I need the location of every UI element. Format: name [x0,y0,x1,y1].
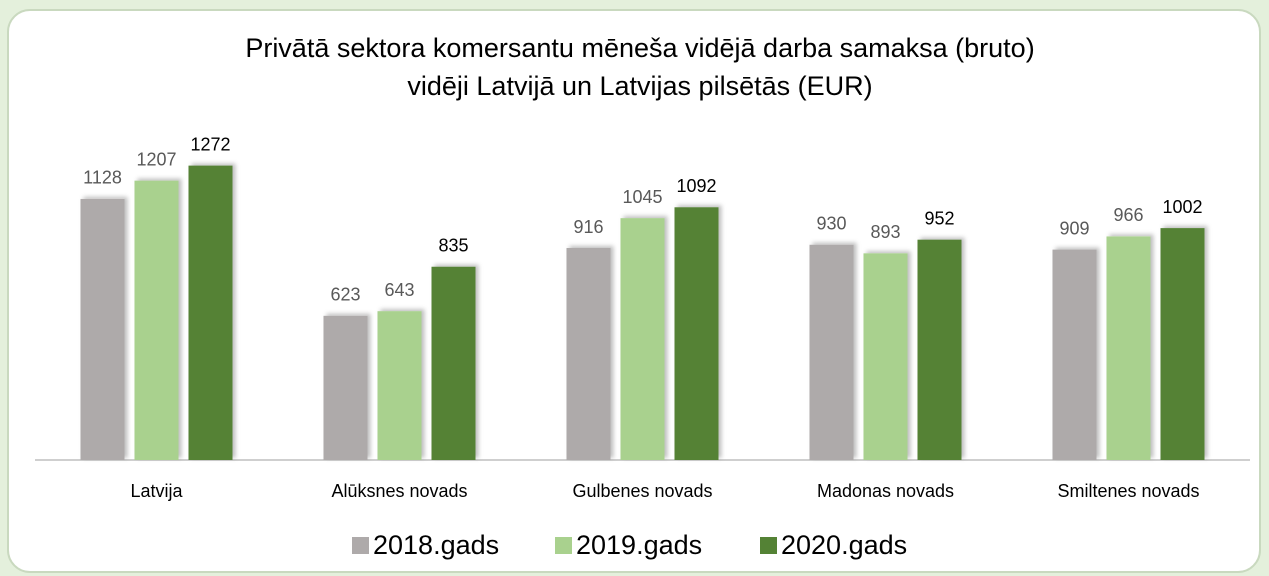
data-label: 1207 [136,149,176,169]
data-label: 1092 [676,176,716,196]
bar [566,248,611,460]
bar [377,311,422,460]
x-tick-label: Madonas novads [817,481,954,501]
bar [620,218,665,460]
data-label: 966 [1113,205,1143,225]
data-label: 930 [816,214,846,234]
bar [1106,236,1151,460]
data-label: 1002 [1162,197,1202,217]
chart-title: vidēji Latvijā un Latvijas pilsētās (EUR… [407,71,872,101]
data-label: 623 [330,285,360,305]
legend-swatch [352,537,369,554]
bar [1160,228,1205,460]
data-label: 643 [384,280,414,300]
data-label: 893 [870,222,900,242]
legend-label: 2018.gads [373,530,499,560]
chart-title: Privātā sektora komersantu mēneša vidējā… [245,33,1034,63]
data-label: 1272 [190,134,230,154]
bar [134,180,179,460]
bar [188,165,233,460]
bar [1052,249,1097,460]
x-tick-label: Latvija [130,481,183,501]
legend-label: 2020.gads [781,530,907,560]
bar [917,239,962,460]
bar [809,244,854,460]
x-tick-label: Alūksnes novads [331,481,467,501]
data-label: 1045 [622,187,662,207]
bar [323,315,368,460]
data-label: 835 [438,236,468,256]
data-label: 909 [1059,218,1089,238]
legend-swatch [760,537,777,554]
x-tick-label: Gulbenes novads [572,481,712,501]
bar [80,198,125,460]
data-label: 1128 [83,168,122,188]
data-label: 952 [924,208,954,228]
x-tick-label: Smiltenes novads [1057,481,1199,501]
bar [863,253,908,460]
bar [431,266,476,460]
bar [674,207,719,460]
data-label: 916 [573,217,603,237]
legend-label: 2019.gads [576,530,702,560]
legend-swatch [555,537,572,554]
